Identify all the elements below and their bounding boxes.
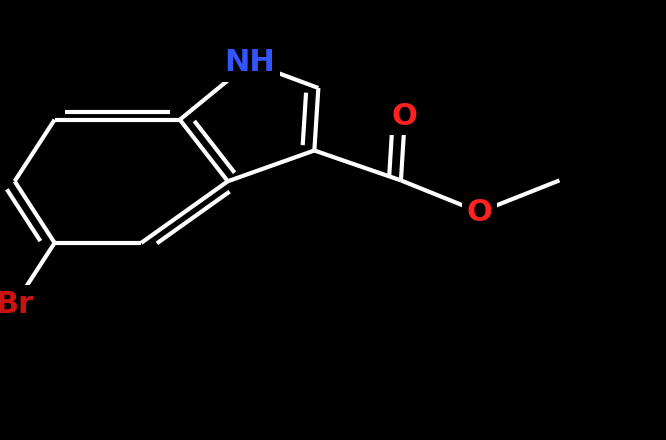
Text: O: O bbox=[392, 102, 418, 131]
Text: Br: Br bbox=[0, 290, 34, 319]
Text: O: O bbox=[467, 198, 492, 227]
Text: NH: NH bbox=[224, 48, 275, 77]
